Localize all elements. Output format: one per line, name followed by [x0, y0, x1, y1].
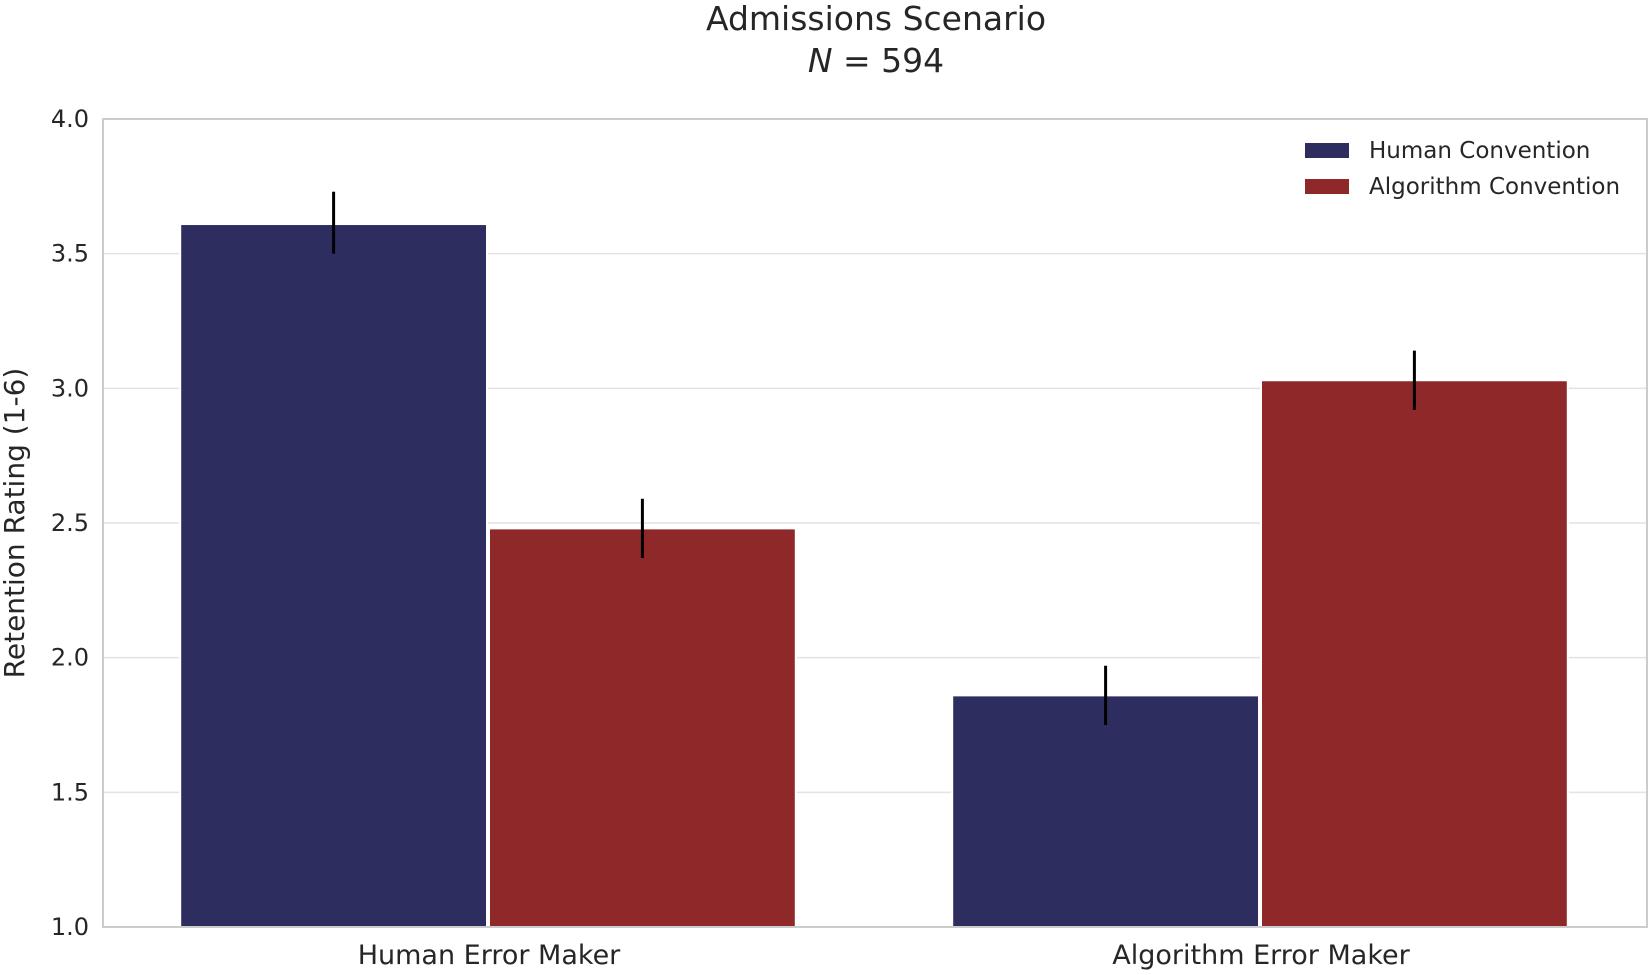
chart-subtitle: N = 594	[808, 41, 944, 80]
legend: Human Convention Algorithm Convention	[1305, 138, 1620, 200]
legend-swatch	[1305, 143, 1349, 158]
y-tick-label: 1.5	[51, 778, 89, 806]
y-tick-labels: 1.0 1.5 2.0 2.5 3.0 3.5 4.0	[51, 105, 89, 941]
bar	[488, 527, 797, 928]
y-tick-label: 2.5	[51, 509, 89, 537]
subtitle-relation: =	[833, 41, 882, 80]
legend-swatch	[1305, 179, 1349, 194]
y-tick-label: 3.5	[51, 240, 89, 268]
bar	[1260, 379, 1569, 928]
bar	[951, 694, 1260, 929]
y-tick-label: 4.0	[51, 105, 89, 133]
y-tick-label: 1.0	[51, 913, 89, 941]
y-tick-label: 2.0	[51, 644, 89, 672]
legend-label: Algorithm Convention	[1369, 174, 1620, 200]
y-tick-label: 3.0	[51, 374, 89, 402]
plot-frame	[102, 118, 1648, 928]
bar	[179, 223, 488, 929]
x-tick-label: Algorithm Error Maker	[1112, 940, 1410, 971]
x-tick-label: Human Error Maker	[358, 940, 621, 971]
subtitle-value: 594	[881, 41, 944, 80]
y-axis-label: Retention Rating (1-6)	[0, 368, 31, 679]
subtitle-variable: N	[808, 41, 833, 80]
legend-label: Human Convention	[1369, 138, 1590, 164]
chart-title: Admissions Scenario	[706, 0, 1046, 38]
bars	[179, 223, 1569, 929]
x-tick-labels: Human Error Maker Algorithm Error Maker	[358, 940, 1411, 971]
error-bars	[332, 191, 1416, 725]
